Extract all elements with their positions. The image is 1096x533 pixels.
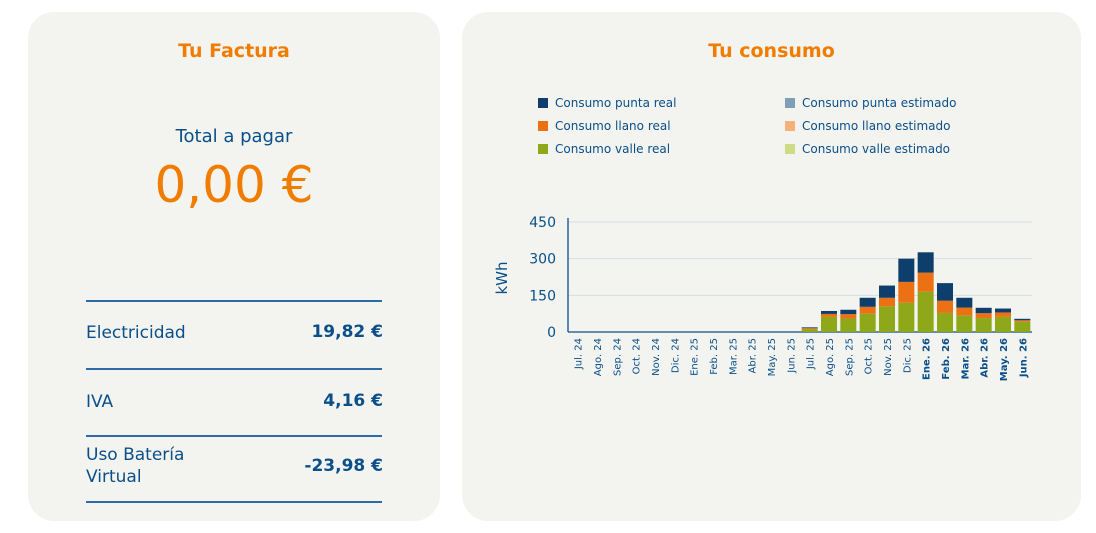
y-tick-label: 150 (529, 288, 556, 304)
invoice-card: Tu Factura Total a pagar 0,00 € Electric… (28, 12, 440, 521)
consumption-chart: 0 150 300 450 kWh Jul. 24 Ago. 24 Sep. 24 Oct. 2… (493, 215, 1032, 381)
bar-segment (917, 252, 934, 273)
x-tick-label: Abr. 25 (748, 338, 759, 373)
legend-label: Consumo punta real (555, 96, 677, 110)
bar-segment (956, 297, 973, 308)
legend-swatch (785, 98, 795, 108)
legend-label: Consumo valle estimado (802, 142, 951, 156)
electricity-label: Electricidad (86, 323, 186, 343)
bar-segment (859, 306, 876, 314)
bar-segment (840, 309, 857, 315)
bar-segment (1014, 321, 1031, 332)
bar-segment (898, 302, 915, 332)
x-tick-label: Mar. 26 (960, 338, 971, 379)
bar-segment (898, 281, 915, 303)
bar-segment (898, 258, 915, 282)
consumption-card: Tu consumo Consumo punta real Consumo ll… (462, 12, 1081, 521)
bar-segment (821, 310, 837, 314)
consumption-title: Tu consumo (708, 40, 835, 62)
x-tick-label: Abr. 26 (980, 338, 991, 378)
bar-segment (937, 283, 953, 301)
legend-swatch (538, 98, 548, 108)
x-tick-label: Jul. 24 (574, 338, 585, 370)
x-tick-label: Nov. 24 (651, 338, 662, 376)
bar-segment (801, 327, 818, 329)
bar-segment (821, 316, 837, 332)
battery-label: Uso Batería Virtual (86, 445, 185, 487)
bar-segment (917, 291, 934, 332)
bar-segment (975, 307, 992, 314)
bar-segment (975, 318, 992, 332)
bar-segment (975, 313, 992, 319)
invoice-title: Tu Factura (178, 40, 290, 62)
x-tick-label: Ago. 25 (825, 338, 836, 376)
divider (86, 368, 382, 370)
legend-label: Consumo valle real (555, 142, 671, 156)
total-amount: 0,00 € (154, 156, 314, 214)
legend-swatch (538, 144, 548, 154)
bar-segment (1014, 320, 1031, 322)
x-tick-label: Dic. 24 (670, 338, 681, 373)
x-tick-label: Dic. 25 (902, 338, 913, 373)
bar-segment (995, 316, 1011, 332)
bar-segment (821, 313, 837, 317)
y-tick-label: 300 (529, 252, 556, 268)
x-tick-label: Feb. 26 (941, 338, 952, 380)
bar-segment (956, 315, 973, 332)
x-tick-label: Sep. 25 (844, 338, 855, 376)
x-tick-label: Ago. 24 (593, 338, 604, 376)
bar-segment (1014, 318, 1031, 321)
electricity-value: 19,82 € (311, 322, 383, 342)
bar-segment (801, 328, 818, 330)
x-tick-label: Jun. 26 (1018, 338, 1029, 378)
bar-segment (937, 300, 953, 313)
divider (86, 435, 382, 437)
bar-segment (859, 297, 876, 307)
x-tick-label: Jun. 25 (786, 338, 797, 374)
total-label: Total a pagar (175, 126, 293, 147)
x-tick-label: Mar. 25 (728, 338, 739, 375)
bar-segment (801, 329, 818, 332)
x-tick-label: Oct. 25 (864, 338, 875, 374)
x-tick-label: Nov. 25 (883, 338, 894, 376)
bar-segment (917, 272, 934, 292)
bar-segment (879, 297, 895, 307)
legend-label: Consumo llano estimado (802, 119, 951, 133)
y-tick-label: 450 (529, 215, 556, 231)
legend-swatch (538, 121, 548, 131)
x-tick-label: Feb. 25 (709, 338, 720, 375)
bar-segment (840, 318, 857, 332)
x-tick-label: Ene. 26 (922, 338, 933, 380)
y-tick-label: 0 (547, 325, 556, 341)
divider (86, 300, 382, 302)
legend-label: Consumo punta estimado (802, 96, 957, 110)
legend-label: Consumo llano real (555, 119, 671, 133)
iva-label: IVA (86, 392, 114, 412)
bar-segment (956, 307, 973, 316)
legend-swatch (785, 121, 795, 131)
x-tick-label: Jul. 25 (806, 338, 817, 370)
bar-segment (879, 306, 895, 332)
x-tick-label: May. 25 (767, 338, 778, 376)
x-tick-label: Ene. 25 (690, 338, 701, 376)
bar-segment (879, 285, 895, 298)
bar-segment (937, 312, 953, 332)
bar-segment (859, 313, 876, 332)
legend-swatch (785, 144, 795, 154)
x-tick-label: May. 26 (999, 338, 1010, 381)
bar-segment (840, 314, 857, 319)
bar-segment (995, 308, 1011, 313)
x-tick-label: Oct. 24 (632, 338, 643, 374)
battery-value: -23,98 € (304, 456, 383, 476)
x-tick-label: Sep. 24 (612, 338, 623, 376)
iva-value: 4,16 € (323, 391, 383, 411)
y-axis-label: kWh (493, 261, 511, 294)
bar-segment (995, 312, 1011, 317)
divider (86, 501, 382, 503)
